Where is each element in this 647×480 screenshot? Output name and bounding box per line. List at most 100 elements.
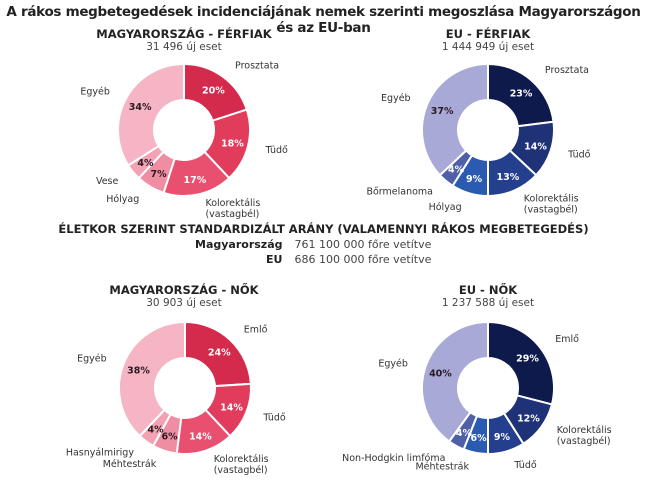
label-line: Egyéb [381,93,411,104]
label-line: Kolorektális [557,425,612,436]
label-line: Egyéb [80,86,110,97]
label-line: Tüdő [262,412,286,423]
slice-percent-label: 38% [127,366,150,377]
asr-row-hu: Magyarország 761 100 000 főre vetítve [0,238,647,251]
donut-slice [487,320,555,406]
label-line: Tüdő [264,145,288,156]
slice-percent-label: 34% [129,102,152,113]
slice-category-label: Prosztata [235,60,279,71]
page-title: A rákos megbetegedések incidenciájának n… [6,4,641,36]
label-line: Prosztata [235,60,279,71]
slice-category-label: Kolorektális (vastagbél) [524,193,579,215]
slice-category-label: Bőrmelanoma [366,187,433,198]
slice-category-label: Hólyag [429,202,462,213]
slice-category-label: Vese [96,176,119,187]
slice-percent-label: 7% [150,169,167,180]
chart-subtitle: 31 496 új eset [146,41,222,53]
slice-percent-label: 6% [471,433,488,444]
label-line: Hólyag [106,194,139,205]
asr-value: 761 100 000 főre vetítve [294,238,432,251]
label-line: Bőrmelanoma [366,187,433,198]
label-line: Kolorektális [524,193,579,204]
slice-category-label: Kolorektális (vastagbél) [205,198,260,220]
asr-value: 686 100 000 főre vetítve [294,253,432,266]
label-line: Hasnyálmirigy [66,448,134,459]
label-line: Kolorektális [214,454,269,465]
donut-chart-0: 20% Prosztata 18% Tüdő 17% Kolorektális (vasta… [80,60,288,220]
slice-percent-label: 37% [431,106,454,117]
slice-category-label: Tüdő [264,145,288,156]
slice-percent-label: 24% [208,348,231,359]
chart-header-hu-men: MAGYARORSZÁG - FÉRFIAK 31 496 új eset [54,27,314,53]
slice-percent-label: 4% [448,165,465,176]
slice-category-label: Hólyag [106,194,139,205]
chart-title: EU - NŐK [458,283,518,297]
slice-category-label: Emlő [555,334,579,345]
slice-category-label: Hasnyálmirigy [66,448,134,459]
slice-category-label: Tüdő [567,150,591,161]
slice-category-label: Tüdő [262,412,286,423]
label-line: Emlő [555,334,579,345]
slice-category-label: Egyéb [378,358,408,369]
label-line: Méhtestrák [415,462,469,473]
donut-slice [487,62,555,128]
slice-category-label: Kolorektális (vastagbél) [214,454,269,476]
slice-category-label: Tüdő [513,460,537,471]
slice-category-label: Méhtestrák [415,462,469,473]
slice-percent-label: 40% [429,369,452,380]
donut-slice [421,320,489,443]
slice-percent-label: 4% [456,428,473,439]
asr-key: Magyarország [195,238,283,251]
slice-percent-label: 14% [189,432,212,443]
chart-title: MAGYARORSZÁG - FÉRFIAK [96,27,272,41]
label-line: (vastagbél) [557,436,611,447]
label-line: Emlő [244,325,268,336]
slice-category-label: Non-Hodgkin limfóma [342,453,445,464]
chart-title: EU - FÉRFIAK [445,27,531,41]
donut-slice [117,62,185,167]
slice-category-label: Egyéb [77,354,107,365]
slice-percent-label: 6% [161,432,178,443]
slice-percent-label: 14% [220,402,243,413]
label-line: Prosztata [545,65,589,76]
label-line: Kolorektális [205,198,260,209]
donut-chart-1: 23% Prosztata 14% Tüdő 13% Kolorektális (vasta… [366,62,591,215]
label-line: Vese [96,176,119,187]
slice-percent-label: 18% [221,138,244,149]
chart-title: MAGYARORSZÁG - NŐK [109,283,259,297]
slice-percent-label: 14% [524,141,547,152]
asr-row-eu: EU 686 100 000 főre vetítve [0,253,647,266]
donut-chart-3: 29% Emlő 12% Kolorektális (vastagbél) 9% Tüdő 6… [342,320,612,473]
slice-category-label: Prosztata [545,65,589,76]
chart-header-eu-men: EU - FÉRFIAK 1 444 949 új eset [358,27,618,53]
label-line: Hólyag [429,202,462,213]
slice-category-label: Méhtestrák [103,459,157,470]
slice-percent-label: 23% [510,88,533,99]
asr-key: EU [266,253,283,266]
label-line: Méhtestrák [103,459,157,470]
slice-category-label: Emlő [244,325,268,336]
asr-heading: ÉLETKOR SZERINT STANDARDIZÁLT ARÁNY (VAL… [58,222,589,236]
chart-subtitle: 30 903 új eset [146,297,222,309]
chart-header-eu-women: EU - NŐK 1 237 588 új eset [358,283,618,309]
slice-percent-label: 9% [494,432,511,443]
label-line: (vastagbél) [214,465,268,476]
slice-percent-label: 9% [466,174,483,185]
label-line: Tüdő [513,460,537,471]
slice-percent-label: 13% [496,172,519,183]
slice-percent-label: 12% [517,413,540,424]
label-line: Non-Hodgkin limfóma [342,453,445,464]
slice-category-label: Kolorektális (vastagbél) [557,425,612,447]
slice-category-label: Egyéb [80,86,110,97]
label-line: (vastagbél) [205,209,259,220]
chart-subtitle: 1 237 588 új eset [441,297,535,309]
donut-slice [118,320,186,438]
label-line: Tüdő [567,150,591,161]
label-line: Egyéb [378,358,408,369]
slice-percent-label: 4% [137,158,154,169]
donut-slice [421,62,489,177]
age-standardized-rate-block: ÉLETKOR SZERINT STANDARDIZÁLT ARÁNY (VAL… [0,222,647,266]
slice-percent-label: 29% [516,353,539,364]
